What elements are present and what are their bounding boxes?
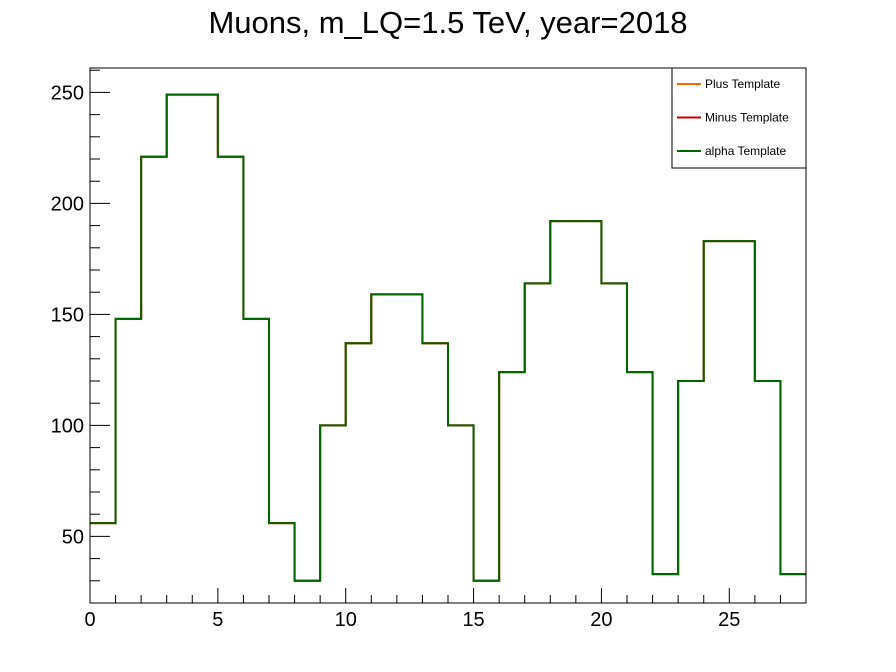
x-tick-label: 20	[590, 609, 612, 631]
x-tick-label: 25	[718, 609, 740, 631]
x-tick-label: 5	[212, 609, 223, 631]
legend-label-0: Plus Template	[705, 77, 780, 91]
y-tick-label: 150	[51, 304, 84, 326]
y-tick-label: 200	[51, 193, 84, 215]
series-line-2	[90, 93, 806, 582]
y-tick-label: 250	[51, 82, 84, 104]
axis-layer: 0 5 10 15 20 25 50 100 150 200 250	[51, 69, 807, 631]
x-tick-label: 10	[335, 609, 357, 631]
x-tick-label: 0	[84, 609, 95, 631]
legend-label-2: alpha Template	[705, 144, 786, 158]
legend-label-1: Minus Template	[705, 111, 789, 125]
series-layer	[90, 93, 806, 582]
x-tick-label: 15	[462, 609, 484, 631]
y-tick-label: 50	[62, 526, 84, 548]
y-tick-label: 100	[51, 415, 84, 437]
chart-title: Muons, m_LQ=1.5 TeV, year=2018	[208, 5, 687, 40]
legend: Plus Template Minus Template alpha Templat…	[671, 67, 807, 169]
